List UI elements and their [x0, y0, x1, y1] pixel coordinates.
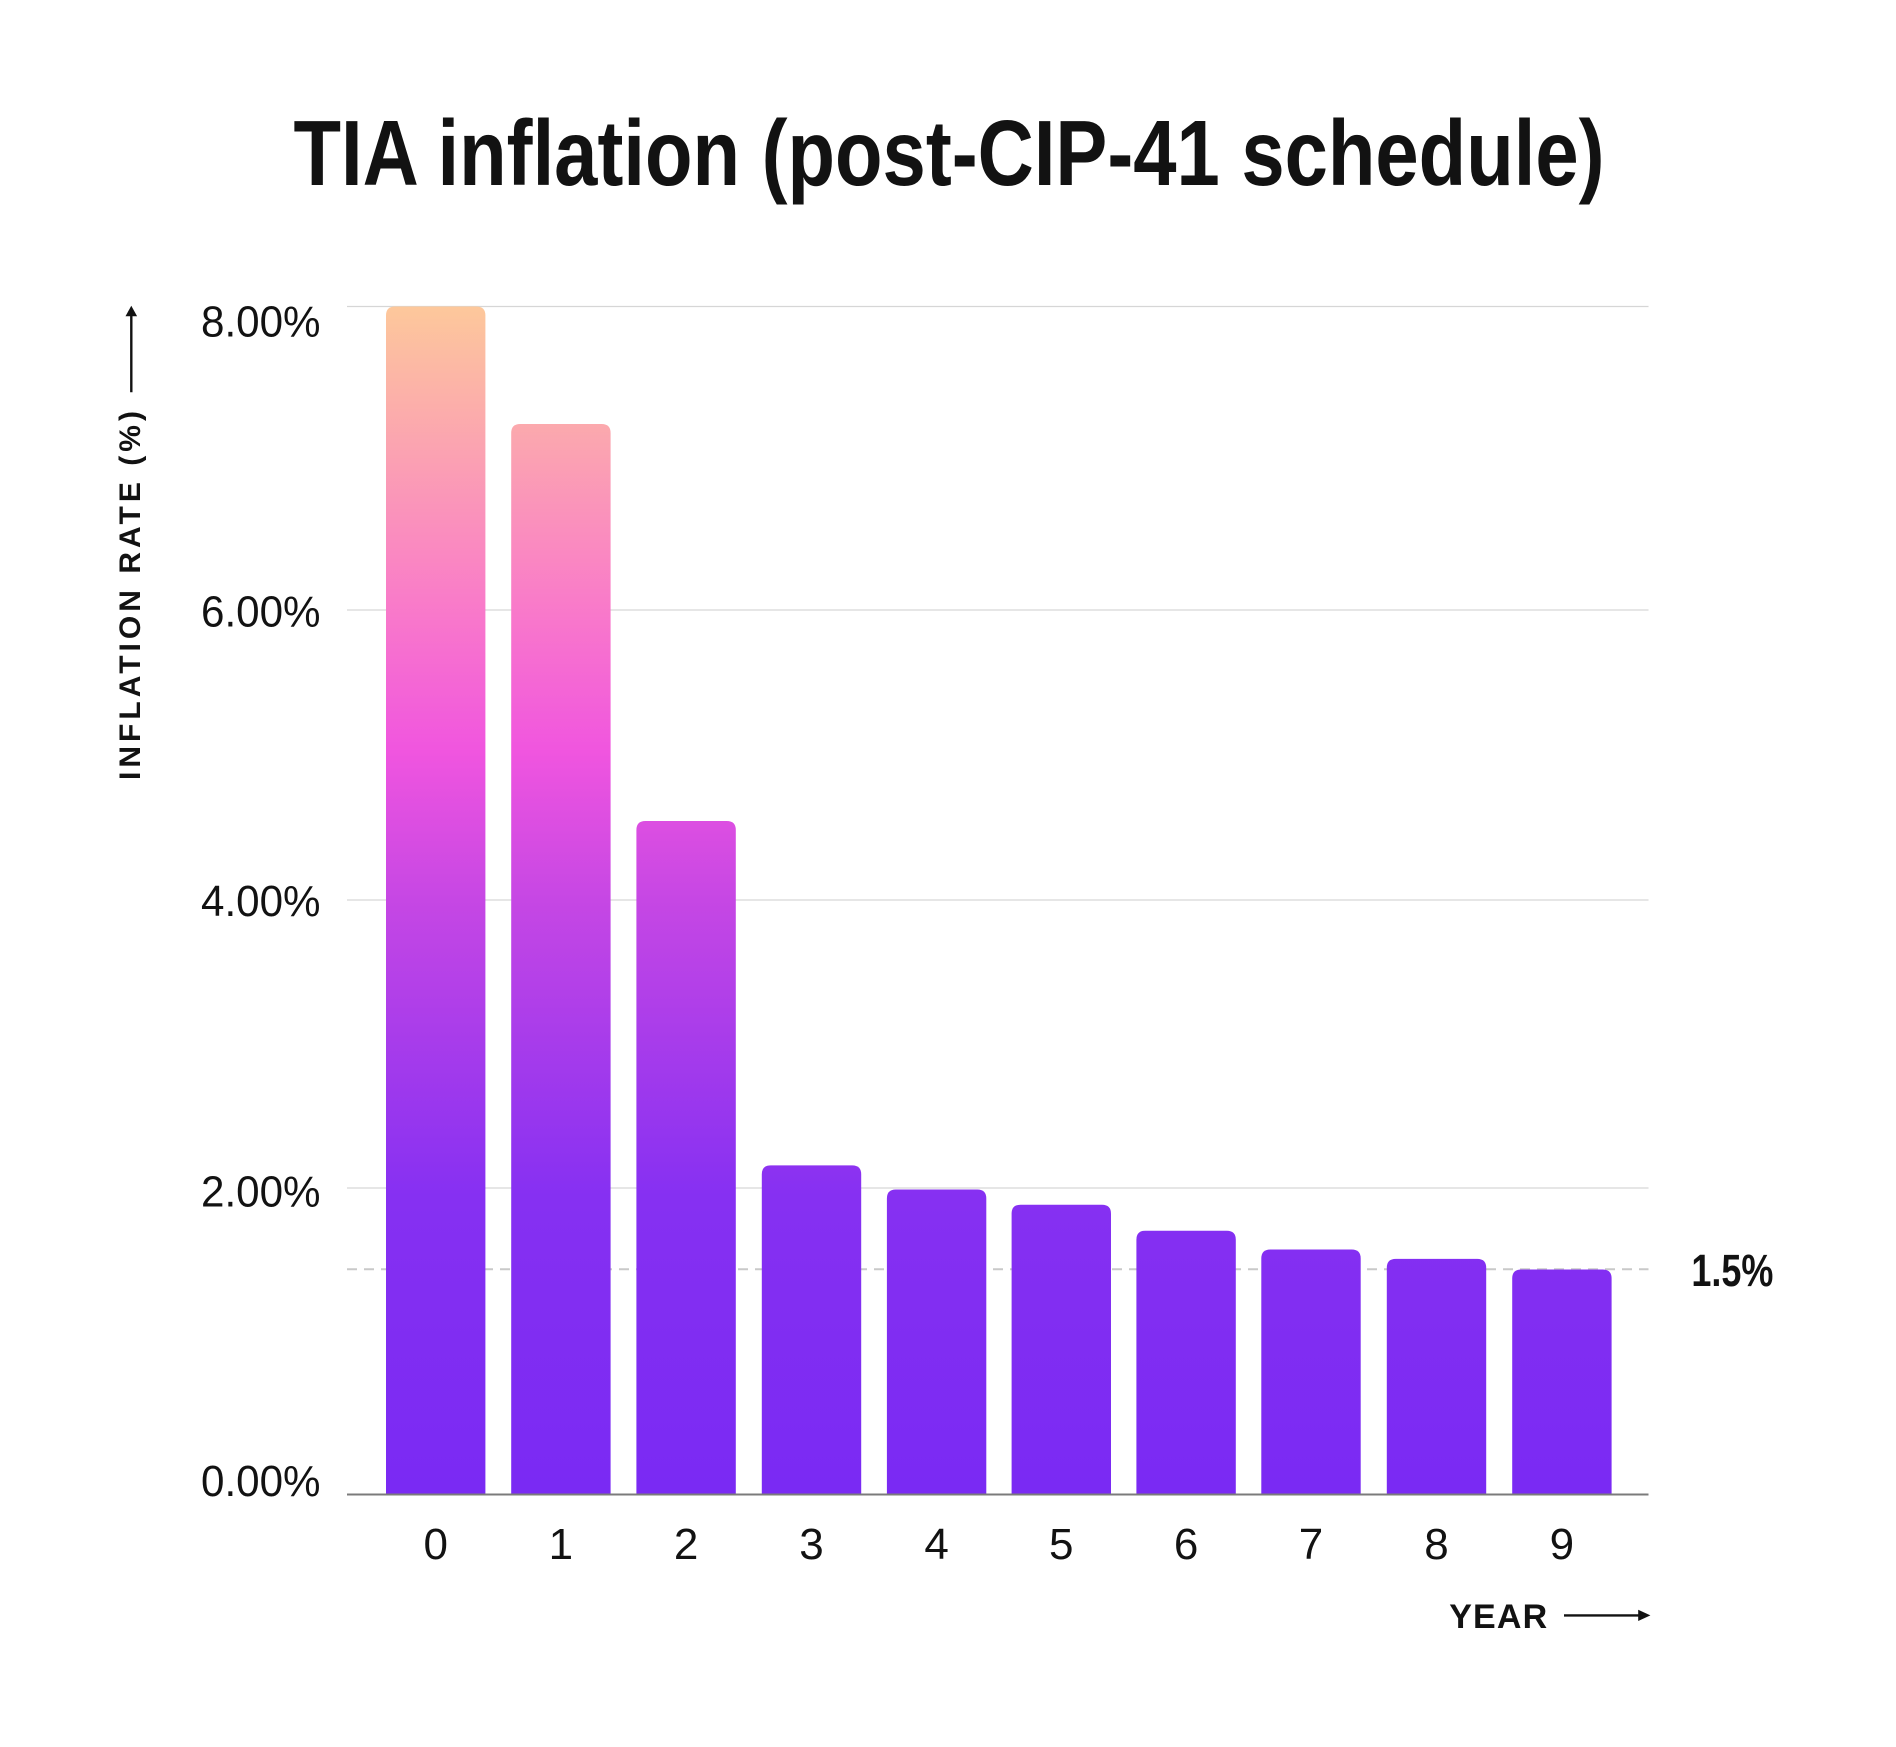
svg-text:0: 0 — [423, 1520, 447, 1569]
svg-text:3: 3 — [799, 1520, 823, 1569]
svg-text:4.00%: 4.00% — [201, 877, 321, 926]
svg-text:8: 8 — [1424, 1520, 1448, 1569]
svg-text:2: 2 — [674, 1520, 698, 1569]
svg-text:1.5%: 1.5% — [1691, 1245, 1773, 1296]
svg-text:5: 5 — [1049, 1520, 1073, 1569]
svg-text:INFLATION RATE (%): INFLATION RATE (%) — [114, 411, 147, 780]
svg-text:9: 9 — [1550, 1520, 1574, 1569]
svg-text:8.00%: 8.00% — [201, 298, 321, 347]
svg-text:6: 6 — [1174, 1520, 1198, 1569]
svg-text:2.00%: 2.00% — [201, 1167, 321, 1216]
svg-text:1: 1 — [549, 1520, 573, 1569]
svg-text:6.00%: 6.00% — [201, 587, 321, 636]
svg-text:0.00%: 0.00% — [201, 1457, 321, 1506]
svg-text:7: 7 — [1299, 1520, 1323, 1569]
svg-text:YEAR: YEAR — [1449, 1598, 1547, 1636]
svg-text:TIA inflation (post-CIP-41 sch: TIA inflation (post-CIP-41 schedule) — [294, 101, 1605, 205]
svg-text:4: 4 — [924, 1520, 948, 1569]
